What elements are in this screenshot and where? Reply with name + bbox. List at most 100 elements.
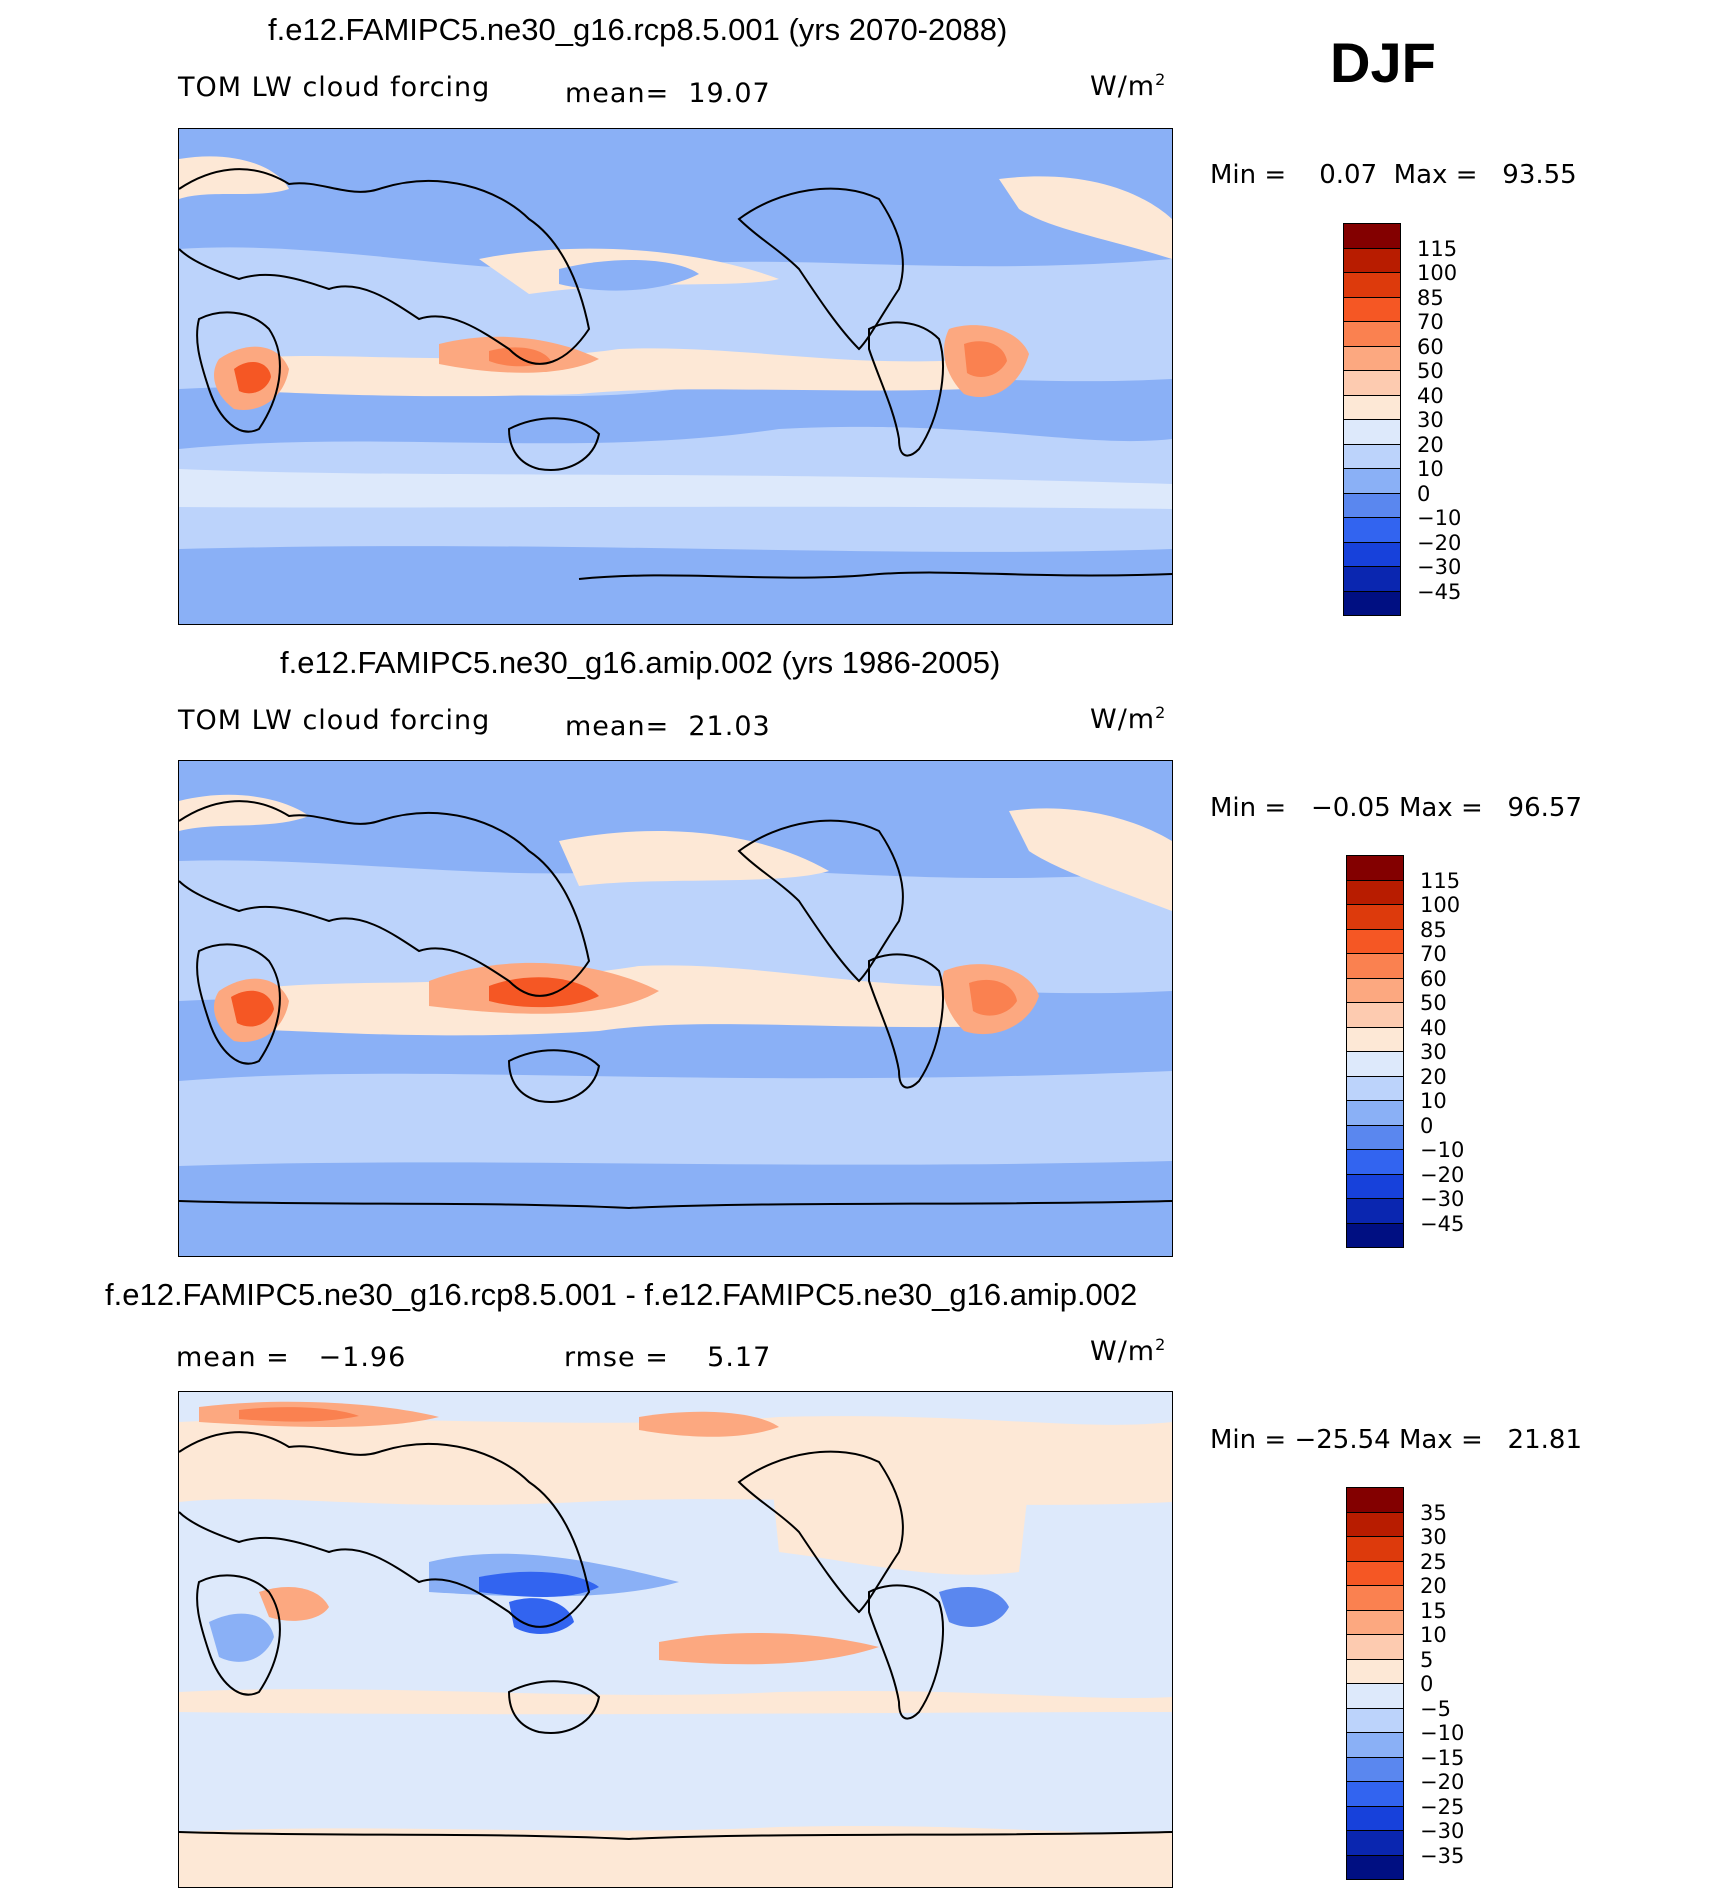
colorbar-tick-label: 20 <box>1417 432 1444 457</box>
colorbar-swatch <box>1343 566 1401 592</box>
panel-2-min-label: Min = <box>1210 793 1287 823</box>
panel-2-max-label: Max = <box>1398 793 1483 823</box>
colorbar-tick-label: 35 <box>1420 1500 1447 1525</box>
colorbar-swatch <box>1343 370 1401 396</box>
colorbar-swatch <box>1346 1149 1404 1175</box>
colorbar-swatch <box>1343 590 1401 616</box>
panel-3-cpacific-high <box>659 1632 879 1665</box>
panel-2-maritime-core <box>489 977 599 1008</box>
panel-3-mean: mean = −1.96 <box>176 1342 406 1373</box>
colorbar-tick-label: 25 <box>1420 1549 1447 1574</box>
colorbar-swatch <box>1346 1805 1404 1831</box>
colorbar-tick-label: −20 <box>1420 1770 1465 1794</box>
panel-1-variable: TOM LW cloud forcing <box>178 72 491 103</box>
panel-1-units-exp: 2 <box>1155 70 1167 89</box>
colorbar-swatch <box>1346 1707 1404 1733</box>
panel-3-map <box>178 1391 1173 1888</box>
panel-1-natlantic-patch <box>999 176 1172 259</box>
panel-2-units-base: W/m <box>1090 704 1156 735</box>
panel-2-title: f.e12.FAMIPC5.ne30_g16.amip.002 (yrs 198… <box>280 645 1001 680</box>
colorbar-tick-label: 50 <box>1420 991 1447 1015</box>
colorbar-tick-label: 70 <box>1420 942 1447 966</box>
season-label: DJF <box>1330 31 1436 94</box>
panel-1-colorbar: 115 100 85 70 60 50 40 30 20 10 0 −10 −20 −30 −45 <box>1343 223 1473 616</box>
panel-3-southern-patch <box>179 1689 1172 1715</box>
panel-3-title: f.e12.FAMIPC5.ne30_g16.rcp8.5.001 - f.e1… <box>105 1277 1138 1312</box>
panel-2-coastlines <box>179 800 1172 1210</box>
colorbar-tick-label: 5 <box>1420 1647 1434 1672</box>
colorbar-tick-label: 0 <box>1417 481 1431 506</box>
colorbar-tick-label: 10 <box>1420 1089 1447 1113</box>
colorbar-swatch <box>1346 1830 1404 1856</box>
panel-2-mean-label: mean= <box>565 711 670 742</box>
panel-3-rmse-label: rmse = <box>564 1342 669 1373</box>
colorbar-swatch <box>1343 517 1401 543</box>
panel-3-maritime-core-low <box>479 1571 599 1597</box>
panel-2-europe-patch <box>179 794 309 831</box>
panel-2-minmax: Min = −0.05 Max = 96.57 <box>1210 793 1582 823</box>
panel-1-units-base: W/m <box>1090 71 1156 102</box>
colorbar-tick-label: 15 <box>1420 1598 1447 1623</box>
colorbar-swatch <box>1346 1100 1404 1126</box>
panel-1-min-label: Min = <box>1210 160 1287 190</box>
colorbar-swatch <box>1346 904 1404 930</box>
panel-2-npacific-patch <box>559 831 829 886</box>
panel-3-mean-label: mean = <box>176 1342 290 1373</box>
colorbar-swatch <box>1346 1222 1404 1248</box>
colorbar-tick-label: −15 <box>1420 1745 1465 1770</box>
colorbar-swatch <box>1346 1026 1404 1052</box>
colorbar-swatch <box>1346 1198 1404 1224</box>
panel-2-units: W/m2 <box>1090 703 1166 735</box>
colorbar-swatch <box>1346 1560 1404 1586</box>
colorbar-swatch <box>1346 1173 1404 1199</box>
colorbar-swatch <box>1346 1051 1404 1077</box>
colorbar-swatch <box>1343 419 1401 445</box>
colorbar-tick-label: −10 <box>1420 1138 1465 1162</box>
colorbar-swatch <box>1343 492 1401 518</box>
colorbar-tick-label: 30 <box>1420 1040 1447 1064</box>
colorbar-swatch <box>1346 977 1404 1003</box>
colorbar-tick-label: 40 <box>1420 1015 1447 1040</box>
panel-1-title: f.e12.FAMIPC5.ne30_g16.rcp8.5.001 (yrs 2… <box>268 12 1008 47</box>
colorbar-swatch <box>1346 1609 1404 1635</box>
panel-1-map <box>178 128 1173 625</box>
panel-2-map <box>178 760 1173 1257</box>
colorbar-swatch <box>1346 1075 1404 1101</box>
colorbar-swatch <box>1343 443 1401 469</box>
colorbar-swatch <box>1346 1854 1404 1880</box>
panel-2-mean-value: 21.03 <box>688 711 771 742</box>
colorbar-tick-label: 115 <box>1417 236 1458 261</box>
colorbar-tick-label: 20 <box>1420 1064 1447 1089</box>
colorbar-swatch <box>1346 1536 1404 1562</box>
panel-2-natlantic-patch <box>1009 808 1172 911</box>
colorbar-tick-label: 100 <box>1417 261 1458 285</box>
panel-3-min-value: −25.54 <box>1294 1425 1391 1455</box>
colorbar-swatch <box>1346 1124 1404 1150</box>
colorbar-tick-label: −10 <box>1417 506 1462 530</box>
colorbar-swatch <box>1343 541 1401 567</box>
panel-1-min-value: 0.07 <box>1319 160 1378 190</box>
colorbar-tick-label: 30 <box>1417 408 1444 432</box>
panel-2-colorbar: 115 100 85 70 60 50 40 30 20 10 0 −10 −20 −30 −45 <box>1346 855 1476 1248</box>
colorbar-tick-label: −10 <box>1420 1721 1465 1745</box>
panel-3-minmax: Min = −25.54 Max = 21.81 <box>1210 1425 1582 1455</box>
colorbar-tick-label: 115 <box>1420 868 1461 893</box>
colorbar-tick-label: −20 <box>1417 530 1462 555</box>
panel-2-variable: TOM LW cloud forcing <box>178 705 491 736</box>
panel-3-map-svg <box>179 1392 1172 1887</box>
colorbar-swatch <box>1346 928 1404 954</box>
panel-2-max-value: 96.57 <box>1507 793 1582 823</box>
panel-1-minmax: Min = 0.07 Max = 93.55 <box>1210 160 1577 190</box>
colorbar-swatch <box>1343 321 1401 347</box>
panel-1-southern-light-band <box>179 469 1172 509</box>
panel-1-coastlines <box>179 168 1172 580</box>
panel-1-mean-value: 19.07 <box>688 78 771 109</box>
colorbar-tick-label: 85 <box>1417 285 1444 310</box>
colorbar-swatch <box>1346 1658 1404 1684</box>
panel-1-amazon-core <box>964 341 1007 377</box>
panel-2-map-svg <box>179 761 1172 1256</box>
colorbar-swatch <box>1346 1732 1404 1758</box>
panel-1-africa-core <box>234 362 271 394</box>
panel-1-max-value: 93.55 <box>1502 160 1577 190</box>
panel-1-itcz-band <box>249 348 979 397</box>
